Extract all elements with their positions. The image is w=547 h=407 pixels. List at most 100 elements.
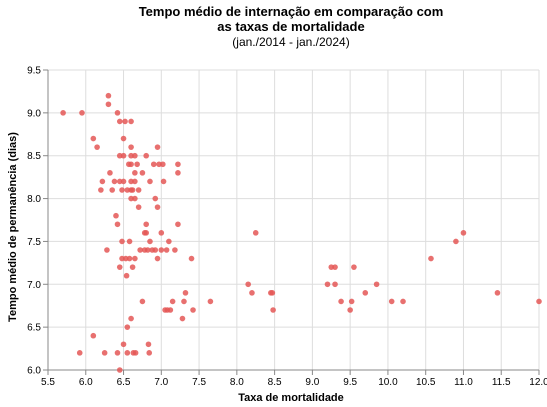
x-tick-label: 10.0	[378, 377, 398, 388]
scatter-point	[132, 255, 138, 262]
scatter-point	[245, 281, 251, 288]
scatter-point	[120, 341, 127, 348]
scatter-point	[128, 118, 134, 125]
scatter-point	[90, 332, 97, 339]
scatter-point	[348, 298, 355, 305]
chart-title-line-2: as taxas de mortalidade	[217, 19, 364, 34]
scatter-point	[154, 255, 161, 262]
scatter-point	[120, 135, 127, 142]
scatter-point	[160, 161, 166, 168]
scatter-point	[147, 238, 153, 245]
scatter-point	[122, 118, 128, 125]
scatter-point	[132, 350, 139, 356]
scatter-point	[152, 195, 159, 202]
scatter-point	[105, 101, 112, 108]
scatter-point	[252, 230, 259, 236]
x-tick-label: 8.5	[268, 377, 282, 388]
scatter-point	[169, 298, 176, 305]
scatter-point	[143, 230, 149, 236]
y-tick-label: 7.5	[27, 237, 41, 248]
scatter-point	[107, 170, 113, 176]
y-tick-label: 9.0	[27, 108, 41, 119]
x-tick-label: 9.0	[305, 377, 319, 388]
scatter-point	[182, 290, 189, 296]
scatter-point	[129, 187, 136, 193]
scatter-point	[105, 92, 112, 99]
scatter-point	[126, 255, 133, 262]
x-tick-label: 10.5	[416, 377, 436, 388]
scatter-point	[428, 255, 434, 262]
scatter-point	[167, 307, 174, 313]
scatter-point	[111, 178, 118, 185]
scatter-point	[453, 238, 459, 245]
scatter-point	[79, 110, 85, 116]
scatter-point	[137, 247, 143, 253]
scatter-point	[60, 110, 66, 116]
scatter-point	[158, 247, 165, 253]
y-tick-label: 6.0	[27, 366, 41, 377]
scatter-point	[249, 290, 255, 296]
x-tick-label: 11.0	[454, 377, 473, 388]
y-tick-label: 8.0	[27, 194, 41, 205]
scatter-point	[132, 195, 138, 202]
scatter-point	[132, 152, 138, 159]
scatter-point	[104, 247, 110, 253]
chart-subtitle: (jan./2014 - jan./2024)	[232, 35, 349, 49]
scatter-point	[145, 341, 152, 348]
scatter-point	[362, 290, 369, 296]
x-tick-label: 12.0	[529, 377, 547, 388]
scatter-point	[269, 290, 276, 296]
scatter-point	[181, 298, 187, 305]
scatter-point	[338, 298, 344, 305]
scatter-point	[113, 212, 119, 219]
scatter-point	[101, 350, 108, 356]
scatter-point	[114, 350, 121, 356]
scatter-point	[190, 307, 196, 313]
scatter-point	[139, 298, 146, 305]
scatter-point	[109, 187, 116, 193]
scatter-point	[400, 298, 406, 305]
scatter-point	[132, 170, 138, 176]
scatter-point	[120, 152, 127, 159]
y-tick-label: 7.0	[27, 280, 41, 291]
scatter-point	[163, 247, 170, 253]
scatter-point	[120, 178, 127, 185]
scatter-point	[188, 255, 195, 262]
scatter-point	[347, 307, 353, 313]
scatter-point	[98, 187, 104, 193]
scatter-point	[373, 281, 380, 288]
scatter-point	[126, 238, 133, 245]
scatter-point	[175, 161, 181, 168]
scatter-point	[144, 247, 151, 253]
scatter-point	[123, 272, 130, 279]
y-tick-label: 8.5	[27, 151, 41, 162]
scatter-point	[90, 135, 97, 142]
scatter-point	[94, 144, 100, 150]
scatter-point	[114, 221, 121, 228]
scatter-point	[150, 161, 157, 168]
scatter-point	[332, 281, 338, 288]
scatter-point	[99, 178, 106, 185]
scatter-point	[119, 187, 125, 193]
scatter-point	[332, 264, 338, 270]
scatter-point	[460, 230, 467, 236]
scatter-point	[154, 144, 161, 150]
scatter-point	[160, 178, 167, 185]
scatter-point	[175, 170, 181, 176]
scatter-point	[139, 170, 146, 176]
chart-title-line-1: Tempo médio de internação em comparação …	[139, 4, 444, 19]
scatter-point	[494, 290, 501, 296]
scatter-point	[172, 247, 178, 253]
x-axis-title: Taxa de mortalidade	[238, 392, 344, 404]
x-tick-label: 5.5	[41, 377, 55, 388]
scatter-point	[135, 204, 142, 210]
scatter-point	[158, 230, 165, 236]
scatter-point	[166, 238, 172, 245]
data-points	[60, 92, 542, 373]
y-tick-label: 6.5	[27, 323, 41, 334]
scatter-point	[129, 264, 136, 270]
scatter-point	[116, 118, 123, 125]
y-axis-title: Tempo médio de permanência (dias)	[7, 132, 19, 322]
scatter-point	[135, 187, 142, 193]
